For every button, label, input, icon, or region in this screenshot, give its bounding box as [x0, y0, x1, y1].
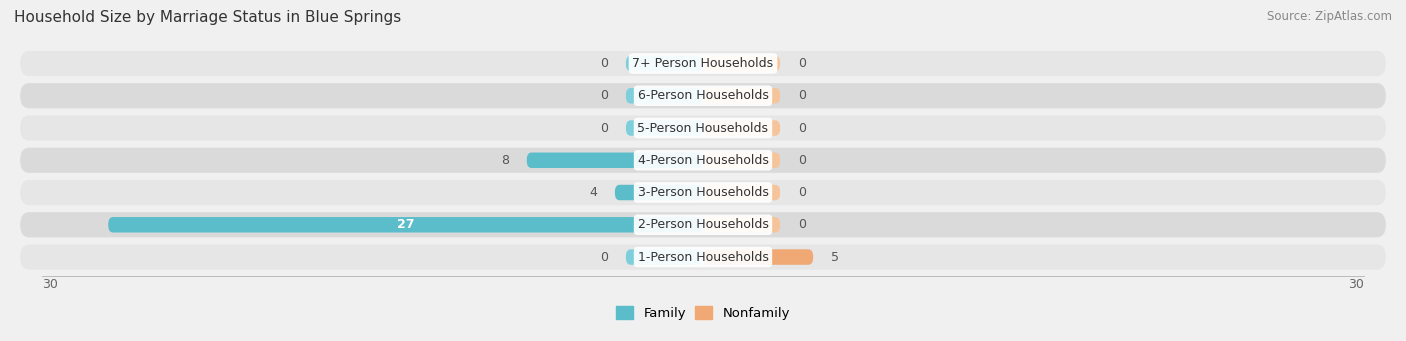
Text: 5: 5 — [831, 251, 839, 264]
Text: Household Size by Marriage Status in Blue Springs: Household Size by Marriage Status in Blu… — [14, 10, 401, 25]
FancyBboxPatch shape — [703, 88, 780, 104]
Text: 3-Person Households: 3-Person Households — [637, 186, 769, 199]
FancyBboxPatch shape — [626, 88, 703, 104]
Text: 30: 30 — [42, 278, 58, 291]
Text: 0: 0 — [797, 57, 806, 70]
Text: 6-Person Households: 6-Person Households — [637, 89, 769, 102]
FancyBboxPatch shape — [20, 51, 1386, 76]
FancyBboxPatch shape — [20, 148, 1386, 173]
Text: 1-Person Households: 1-Person Households — [637, 251, 769, 264]
FancyBboxPatch shape — [626, 120, 703, 136]
FancyBboxPatch shape — [20, 116, 1386, 140]
FancyBboxPatch shape — [20, 83, 1386, 108]
Text: 0: 0 — [600, 121, 609, 134]
Text: Source: ZipAtlas.com: Source: ZipAtlas.com — [1267, 10, 1392, 23]
Text: 0: 0 — [797, 121, 806, 134]
FancyBboxPatch shape — [614, 185, 703, 200]
FancyBboxPatch shape — [626, 56, 703, 71]
Text: 0: 0 — [797, 218, 806, 231]
Text: 0: 0 — [600, 57, 609, 70]
Text: 7+ Person Households: 7+ Person Households — [633, 57, 773, 70]
FancyBboxPatch shape — [703, 217, 780, 233]
FancyBboxPatch shape — [108, 217, 703, 233]
FancyBboxPatch shape — [703, 249, 813, 265]
Text: 0: 0 — [797, 186, 806, 199]
Text: 5-Person Households: 5-Person Households — [637, 121, 769, 134]
Text: 0: 0 — [600, 251, 609, 264]
FancyBboxPatch shape — [703, 152, 780, 168]
FancyBboxPatch shape — [626, 249, 703, 265]
Text: 4: 4 — [589, 186, 598, 199]
Text: 0: 0 — [797, 154, 806, 167]
FancyBboxPatch shape — [20, 212, 1386, 237]
FancyBboxPatch shape — [20, 180, 1386, 205]
Text: 8: 8 — [501, 154, 509, 167]
Text: 0: 0 — [600, 89, 609, 102]
Text: 2-Person Households: 2-Person Households — [637, 218, 769, 231]
FancyBboxPatch shape — [20, 244, 1386, 270]
Legend: Family, Nonfamily: Family, Nonfamily — [610, 301, 796, 326]
FancyBboxPatch shape — [703, 56, 780, 71]
Text: 27: 27 — [396, 218, 415, 231]
FancyBboxPatch shape — [703, 120, 780, 136]
FancyBboxPatch shape — [527, 152, 703, 168]
Text: 0: 0 — [797, 89, 806, 102]
Text: 30: 30 — [1348, 278, 1364, 291]
FancyBboxPatch shape — [703, 185, 780, 200]
Text: 4-Person Households: 4-Person Households — [637, 154, 769, 167]
